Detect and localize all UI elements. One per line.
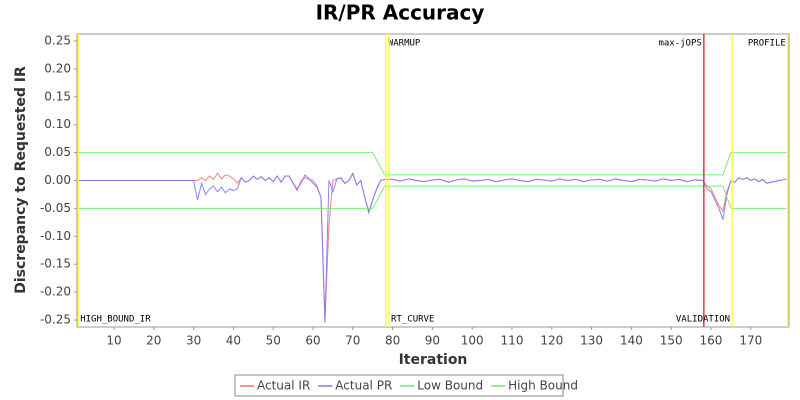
x-tick-label: 40 — [226, 334, 241, 348]
marker-label: WARMUP — [388, 39, 421, 49]
x-tick-label: 100 — [461, 334, 484, 348]
x-tick-label: 110 — [501, 334, 524, 348]
marker-label: RT_CURVE — [391, 315, 434, 325]
legend-label: Actual IR — [257, 379, 310, 393]
y-tick-label: -0.25 — [40, 313, 71, 327]
y-tick-label: 0.10 — [44, 117, 71, 131]
y-tick-label: -0.20 — [40, 285, 71, 299]
x-tick-label: 140 — [620, 334, 643, 348]
chart-title: IR/PR Accuracy — [316, 1, 485, 25]
series-line — [78, 185, 787, 209]
y-axis-label: Discrepancy to Requested IR — [13, 66, 29, 294]
x-tick-label: 120 — [540, 334, 563, 348]
x-tick-label: 60 — [305, 334, 320, 348]
y-tick-label: 0.15 — [44, 89, 71, 103]
legend-label: Low Bound — [417, 379, 483, 393]
legend-label: High Bound — [508, 379, 578, 393]
series-line — [78, 152, 787, 176]
legend-box — [234, 374, 564, 397]
x-axis-label: Iteration — [399, 352, 468, 368]
x-tick-label: 10 — [106, 334, 121, 348]
x-tick-label: 150 — [660, 334, 683, 348]
y-tick-label: 0.00 — [44, 173, 71, 187]
x-tick-label: 30 — [186, 334, 201, 348]
x-tick-label: 160 — [700, 334, 723, 348]
x-tick-label: 80 — [385, 334, 400, 348]
x-tick-label: 170 — [739, 334, 762, 348]
marker-label: max-jOPS — [658, 39, 701, 49]
x-tick-label: 90 — [425, 334, 440, 348]
y-tick-label: 0.05 — [44, 145, 71, 159]
y-tick-label: -0.10 — [40, 229, 71, 243]
marker-label: VALIDATION — [676, 315, 730, 325]
y-tick-label: 0.20 — [44, 61, 71, 75]
marker-label: PROFILE — [748, 39, 786, 49]
x-tick-label: 130 — [580, 334, 603, 348]
y-tick-label: 0.25 — [44, 33, 71, 47]
y-tick-label: -0.05 — [40, 201, 71, 215]
x-tick-label: 50 — [266, 334, 281, 348]
x-tick-label: 20 — [146, 334, 161, 348]
y-tick-label: -0.15 — [40, 257, 71, 271]
legend-label: Actual PR — [335, 379, 392, 393]
x-tick-label: 70 — [345, 334, 360, 348]
marker-label: HIGH_BOUND_IR — [80, 315, 151, 325]
series-line — [78, 172, 787, 323]
